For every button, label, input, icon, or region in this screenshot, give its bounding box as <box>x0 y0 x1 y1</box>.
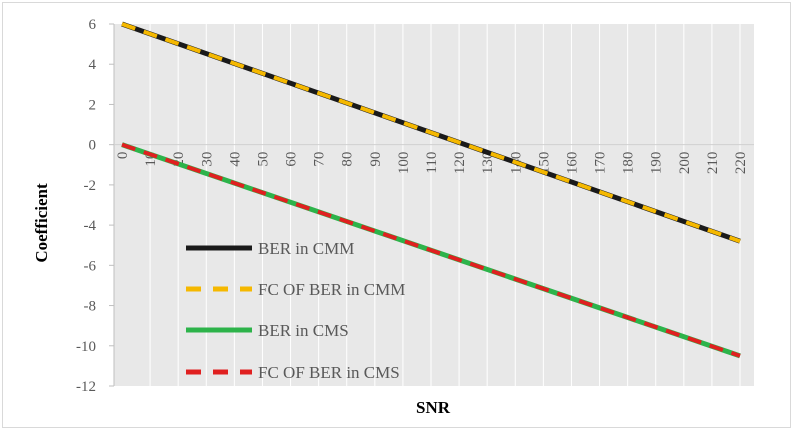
x-tick-label: 90 <box>368 152 384 167</box>
x-tick-label: 80 <box>340 152 356 167</box>
y-tick-label: -12 <box>76 379 96 395</box>
y-tick-label: -6 <box>84 258 97 274</box>
x-tick-label: 110 <box>424 152 440 174</box>
series-line-fc-of-ber-in-cmm <box>121 22 741 244</box>
x-tick-label: 40 <box>227 152 243 167</box>
y-tick-label: -10 <box>76 339 96 355</box>
y-tick-label: 2 <box>89 97 97 113</box>
x-tick-label: 0 <box>115 152 131 160</box>
series-line-fc-of-ber-in-cms <box>121 142 741 358</box>
y-tick-label: 0 <box>89 138 97 154</box>
legend-label: BER in CMS <box>258 321 349 340</box>
x-tick-label: 180 <box>621 152 637 175</box>
x-tick-label: 160 <box>564 152 580 175</box>
x-tick-label: 100 <box>396 152 412 175</box>
legend: BER in CMM FC OF BER in CMM BER in CMS FC O… <box>186 239 405 382</box>
x-tick-label: 70 <box>312 152 328 167</box>
y-tick-label: 6 <box>89 17 97 33</box>
y-axis-title: Coefficient <box>32 183 51 263</box>
x-tick-label: 50 <box>255 152 271 167</box>
legend-label: BER in CMM <box>258 239 354 258</box>
x-tick-label: 130 <box>480 152 496 175</box>
y-tick-label: -4 <box>84 218 97 234</box>
series-lines <box>121 21 741 359</box>
x-tick-label: 120 <box>452 152 468 175</box>
x-tick-label: 220 <box>733 152 749 175</box>
x-tick-label: 190 <box>649 152 665 175</box>
y-tick-label: -2 <box>84 178 97 194</box>
x-tick-label: 170 <box>593 152 609 175</box>
y-tick-labels: 6 4 2 0 -2 -4 -6 -8 -10 -12 <box>76 17 97 395</box>
legend-label: FC OF BER in CMM <box>258 280 405 299</box>
x-tick-label: 60 <box>284 152 300 167</box>
x-tick-label: 200 <box>677 152 693 175</box>
y-tick-label: -8 <box>84 299 97 315</box>
x-tick-labels: 0102030405060708090100110120130140150160… <box>115 152 749 175</box>
axes <box>109 23 754 387</box>
x-axis-title: SNR <box>416 398 451 417</box>
x-tick-label: 210 <box>705 152 721 175</box>
y-tick-label: 4 <box>89 57 97 73</box>
legend-label: FC OF BER in CMS <box>258 363 400 382</box>
x-tick-label: 30 <box>199 152 215 167</box>
